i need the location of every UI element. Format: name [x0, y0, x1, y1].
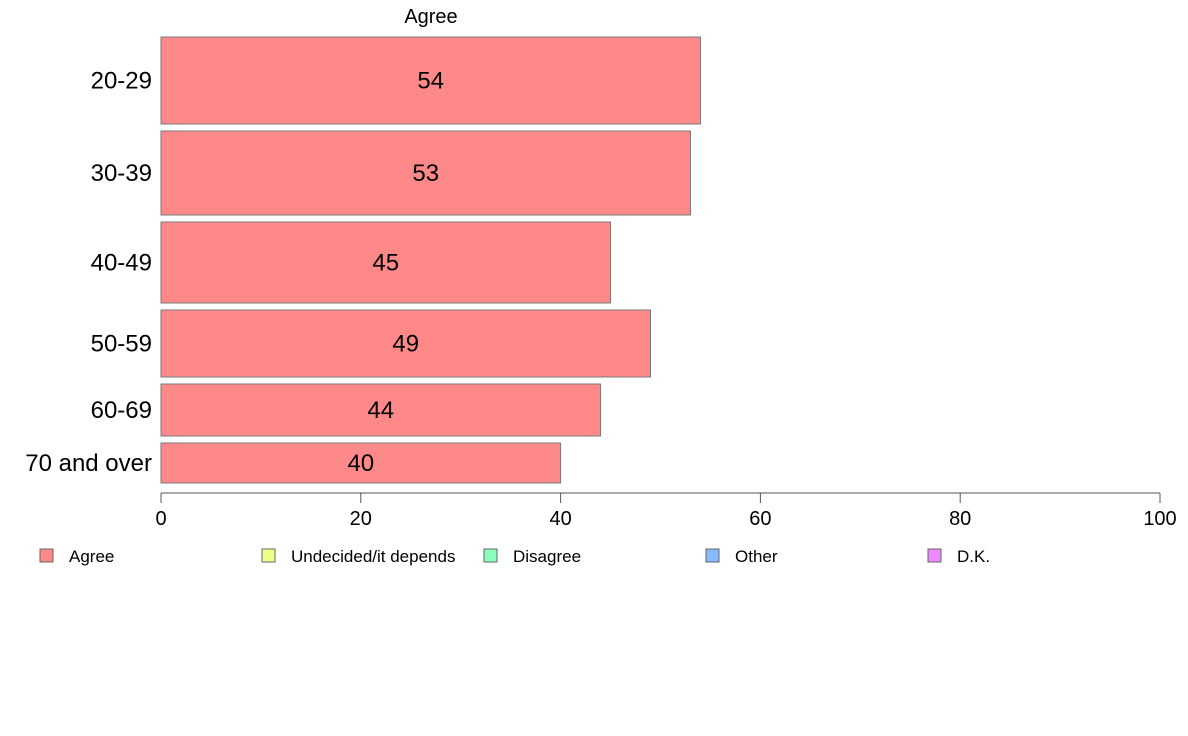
legend: Agree Undecided/it depends Disagree Other D.…	[39, 547, 990, 566]
legend-label: Undecided/it depends	[291, 547, 455, 566]
category-label: 70 and over	[25, 450, 152, 477]
x-tick-label: 100	[1143, 508, 1176, 530]
legend-swatch	[261, 548, 276, 563]
bar-30-39	[160, 130, 691, 216]
bar-value-label: 53	[412, 160, 439, 187]
bar-40-49	[160, 221, 612, 304]
bars-group: 54 20-29 53 30-39 45 40-49 49 50-59 44 60-69 40 70 …	[25, 36, 701, 484]
legend-swatch	[483, 548, 498, 563]
x-axis: 0 20 40 60 80 100	[155, 492, 1177, 530]
bar-value-label: 40	[347, 450, 374, 477]
x-tick-label: 80	[949, 508, 971, 530]
category-label: 40-49	[91, 250, 152, 277]
category-label: 30-39	[91, 160, 152, 187]
x-tick-label: 40	[549, 508, 571, 530]
bar-60-69	[160, 383, 602, 437]
category-label: 20-29	[91, 68, 152, 95]
legend-swatch	[927, 548, 942, 563]
legend-swatch	[705, 548, 720, 563]
x-tick-label: 0	[155, 508, 166, 530]
category-label: 50-59	[91, 331, 152, 358]
bar-70-and-over	[160, 442, 562, 484]
legend-label: Disagree	[513, 547, 581, 566]
legend-label: Other	[735, 547, 778, 566]
bar-20-29	[160, 36, 701, 125]
bar-value-label: 54	[417, 68, 444, 95]
bar-50-59	[160, 309, 652, 378]
legend-label: Agree	[69, 547, 114, 566]
bar-value-label: 45	[372, 250, 399, 277]
bar-value-label: 49	[392, 331, 419, 358]
panel-title: Agree	[404, 6, 457, 28]
category-label: 60-69	[91, 397, 152, 424]
x-tick-label: 20	[350, 508, 372, 530]
legend-swatch	[39, 548, 54, 563]
bar-value-label: 44	[367, 397, 394, 424]
legend-label: D.K.	[957, 547, 990, 566]
x-tick-label: 60	[749, 508, 771, 530]
